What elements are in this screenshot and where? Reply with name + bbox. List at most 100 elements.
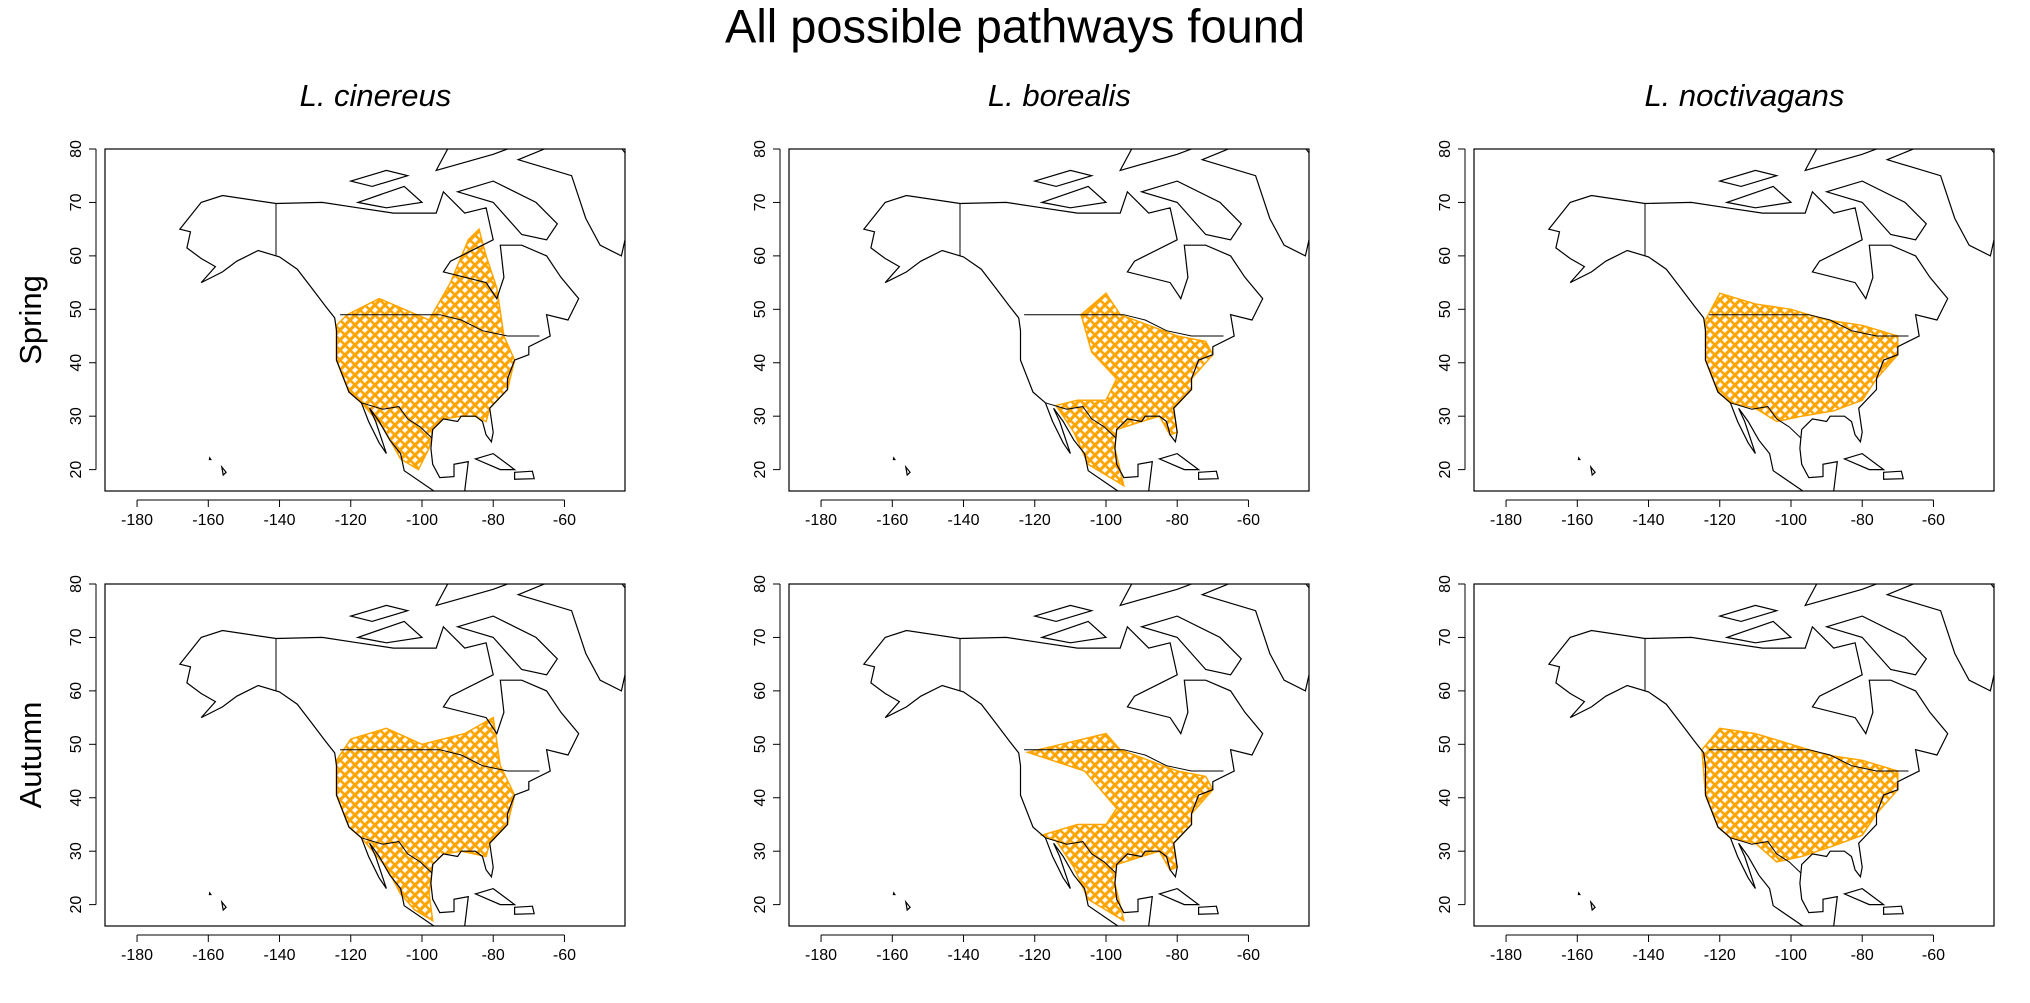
coastline <box>1724 185 1793 209</box>
y-tick-label: 20 <box>752 896 769 914</box>
plot-frame <box>1473 583 1995 927</box>
column-title: L. noctivagans <box>1644 78 1844 113</box>
coastline <box>1119 584 1194 607</box>
coastline <box>1200 149 1309 257</box>
y-tick-label: 60 <box>1437 247 1454 265</box>
y-tick-label: 20 <box>68 896 85 914</box>
border <box>361 837 433 874</box>
y-tick-label: 40 <box>68 789 85 807</box>
y-tick-label: 40 <box>68 354 85 372</box>
coastline <box>435 149 510 172</box>
coastline <box>355 620 424 644</box>
x-tick-label: -60 <box>553 512 576 529</box>
x-tick-label: -160 <box>192 947 224 964</box>
coastline <box>1824 615 1928 676</box>
coastline <box>208 456 212 461</box>
y-tick-label: 30 <box>68 407 85 425</box>
coastline <box>1842 887 1886 906</box>
y-tick-label: 50 <box>752 300 769 318</box>
y-tick-label: 80 <box>68 140 85 158</box>
x-tick-label: -180 <box>1490 947 1522 964</box>
coastline <box>1824 180 1928 241</box>
coastline <box>513 470 535 480</box>
y-tick-label: 60 <box>752 682 769 700</box>
border <box>1709 314 1909 337</box>
coastline <box>1589 899 1596 912</box>
border <box>361 402 433 439</box>
y-tick-label: 70 <box>1437 193 1454 211</box>
plot-frame <box>104 148 626 492</box>
y-tick-label: 40 <box>1437 354 1454 372</box>
y-tick-label: 30 <box>752 842 769 860</box>
y-tick-label: 80 <box>1437 575 1454 593</box>
x-tick-label: -160 <box>876 947 908 964</box>
y-tick-label: 20 <box>1437 896 1454 914</box>
coastline <box>455 615 559 676</box>
map-panel: -180 -160 -140 -120 -100 -80 -60 20 30 40 50 60 70 80 <box>1437 140 1995 529</box>
coastline <box>178 190 580 491</box>
y-tick-label: 20 <box>752 461 769 479</box>
coastline <box>1589 464 1596 477</box>
coastline <box>892 456 896 461</box>
x-tick-label: -100 <box>1775 947 1807 964</box>
coastline <box>1197 470 1219 480</box>
plot-frame <box>788 148 1310 492</box>
y-tick-label: 80 <box>752 575 769 593</box>
x-tick-label: -120 <box>1019 947 1051 964</box>
y-tick-label: 50 <box>68 300 85 318</box>
coastline <box>220 899 227 912</box>
coastline <box>862 190 1264 491</box>
x-tick-label: -60 <box>1237 512 1260 529</box>
x-tick-label: -140 <box>264 512 296 529</box>
x-tick-label: -140 <box>264 947 296 964</box>
coastline <box>904 899 911 912</box>
y-tick-label: 50 <box>68 735 85 753</box>
x-tick-label: -120 <box>1704 947 1736 964</box>
x-tick-label: -180 <box>1490 512 1522 529</box>
y-tick-label: 40 <box>752 789 769 807</box>
y-tick-label: 80 <box>68 575 85 593</box>
x-tick-label: -160 <box>1561 947 1593 964</box>
coastline <box>1804 584 1879 607</box>
y-tick-label: 60 <box>1437 682 1454 700</box>
x-tick-label: -100 <box>1775 512 1807 529</box>
x-tick-label: -80 <box>1851 947 1874 964</box>
y-tick-label: 40 <box>1437 789 1454 807</box>
x-tick-label: -100 <box>1090 512 1122 529</box>
y-tick-label: 60 <box>752 247 769 265</box>
coastline <box>1547 190 1949 491</box>
coastline <box>516 149 625 257</box>
x-tick-label: -140 <box>948 512 980 529</box>
coastline <box>455 180 559 241</box>
y-tick-label: 70 <box>752 628 769 646</box>
y-tick-label: 30 <box>68 842 85 860</box>
coastline <box>892 891 896 896</box>
pathway-area <box>1024 732 1214 923</box>
x-tick-label: -120 <box>335 512 367 529</box>
coastline <box>1885 584 1994 692</box>
pathway-area <box>1704 292 1899 423</box>
y-tick-label: 20 <box>68 461 85 479</box>
y-tick-label: 70 <box>68 628 85 646</box>
y-tick-label: 40 <box>752 354 769 372</box>
column-title: L. cinereus <box>300 78 452 113</box>
map-layer <box>178 149 625 491</box>
x-tick-label: -100 <box>1090 947 1122 964</box>
coastline <box>348 604 410 623</box>
coastline <box>1157 452 1201 471</box>
plot-frame <box>788 583 1310 927</box>
x-tick-label: -180 <box>121 947 153 964</box>
x-tick-label: -140 <box>1633 512 1665 529</box>
map-panel: -180 -160 -140 -120 -100 -80 -60 20 30 40 50 60 70 80 <box>68 140 626 529</box>
coastline <box>1804 149 1879 172</box>
coastline <box>1119 149 1194 172</box>
coastline <box>516 584 625 692</box>
border <box>340 314 540 337</box>
row-label: Spring <box>13 275 48 365</box>
pathway-area <box>335 227 516 471</box>
x-tick-label: -160 <box>192 512 224 529</box>
x-tick-label: -120 <box>1704 512 1736 529</box>
border <box>340 749 540 772</box>
